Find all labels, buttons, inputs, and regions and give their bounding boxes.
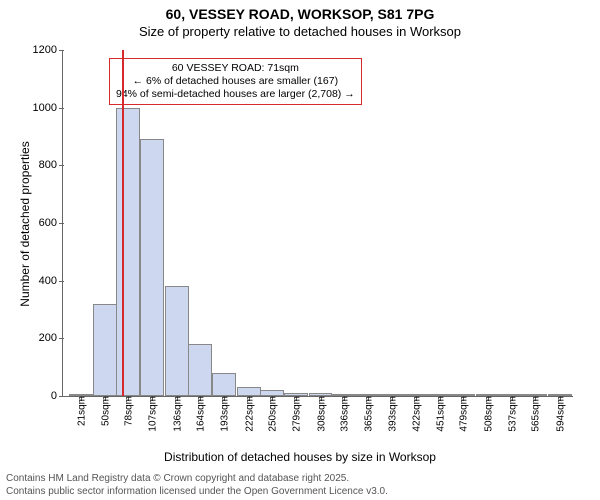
histogram-bar bbox=[212, 373, 236, 396]
x-tick: 78sqm bbox=[122, 396, 135, 426]
x-tick: 365sqm bbox=[362, 396, 375, 432]
x-tick: 136sqm bbox=[170, 396, 183, 432]
chart-title: 60, VESSEY ROAD, WORKSOP, S81 7PG bbox=[0, 0, 600, 22]
x-tick: 222sqm bbox=[242, 396, 255, 432]
x-tick: 279sqm bbox=[290, 396, 303, 432]
x-tick: 393sqm bbox=[385, 396, 398, 432]
y-tick: 1200 bbox=[33, 44, 63, 56]
footer-text: Contains HM Land Registry data © Crown c… bbox=[6, 473, 388, 498]
y-tick: 1000 bbox=[33, 102, 63, 114]
property-marker-line bbox=[122, 50, 124, 396]
footer-line: Contains HM Land Registry data © Crown c… bbox=[6, 473, 388, 486]
histogram-bar bbox=[93, 304, 117, 396]
x-tick: 336sqm bbox=[337, 396, 350, 432]
chart-subtitle: Size of property relative to detached ho… bbox=[0, 22, 600, 39]
annotation-line: ← 6% of detached houses are smaller (167… bbox=[116, 75, 355, 88]
y-tick: 800 bbox=[39, 159, 63, 171]
histogram-bar bbox=[165, 286, 189, 396]
annotation-line: 60 VESSEY ROAD: 71sqm bbox=[116, 62, 355, 75]
x-tick: 565sqm bbox=[529, 396, 542, 432]
x-tick: 164sqm bbox=[194, 396, 207, 432]
x-tick: 422sqm bbox=[409, 396, 422, 432]
histogram-bar bbox=[188, 344, 212, 396]
x-tick: 250sqm bbox=[266, 396, 279, 432]
x-tick: 594sqm bbox=[553, 396, 566, 432]
x-tick: 50sqm bbox=[98, 396, 111, 426]
y-tick: 200 bbox=[39, 332, 63, 344]
histogram-bar bbox=[237, 387, 261, 396]
x-tick: 193sqm bbox=[218, 396, 231, 432]
x-tick: 537sqm bbox=[505, 396, 518, 432]
histogram-bar bbox=[140, 139, 164, 396]
annotation-line: 94% of semi-detached houses are larger (… bbox=[116, 88, 355, 101]
y-tick: 400 bbox=[39, 275, 63, 287]
x-tick: 479sqm bbox=[457, 396, 470, 432]
x-tick: 308sqm bbox=[314, 396, 327, 432]
x-tick: 21sqm bbox=[74, 396, 87, 426]
y-tick: 600 bbox=[39, 217, 63, 229]
x-axis-label: Distribution of detached houses by size … bbox=[0, 450, 600, 464]
annotation-box: 60 VESSEY ROAD: 71sqm ← 6% of detached h… bbox=[109, 58, 362, 105]
plot-area: 60 VESSEY ROAD: 71sqm ← 6% of detached h… bbox=[62, 50, 573, 397]
y-tick: 0 bbox=[51, 390, 63, 402]
chart-container: 60, VESSEY ROAD, WORKSOP, S81 7PG Size o… bbox=[0, 0, 600, 500]
y-axis-label: Number of detached properties bbox=[18, 141, 32, 306]
x-tick: 451sqm bbox=[434, 396, 447, 432]
histogram-bar bbox=[116, 108, 140, 396]
footer-line: Contains public sector information licen… bbox=[6, 486, 388, 499]
x-tick: 107sqm bbox=[146, 396, 159, 432]
x-tick: 508sqm bbox=[481, 396, 494, 432]
